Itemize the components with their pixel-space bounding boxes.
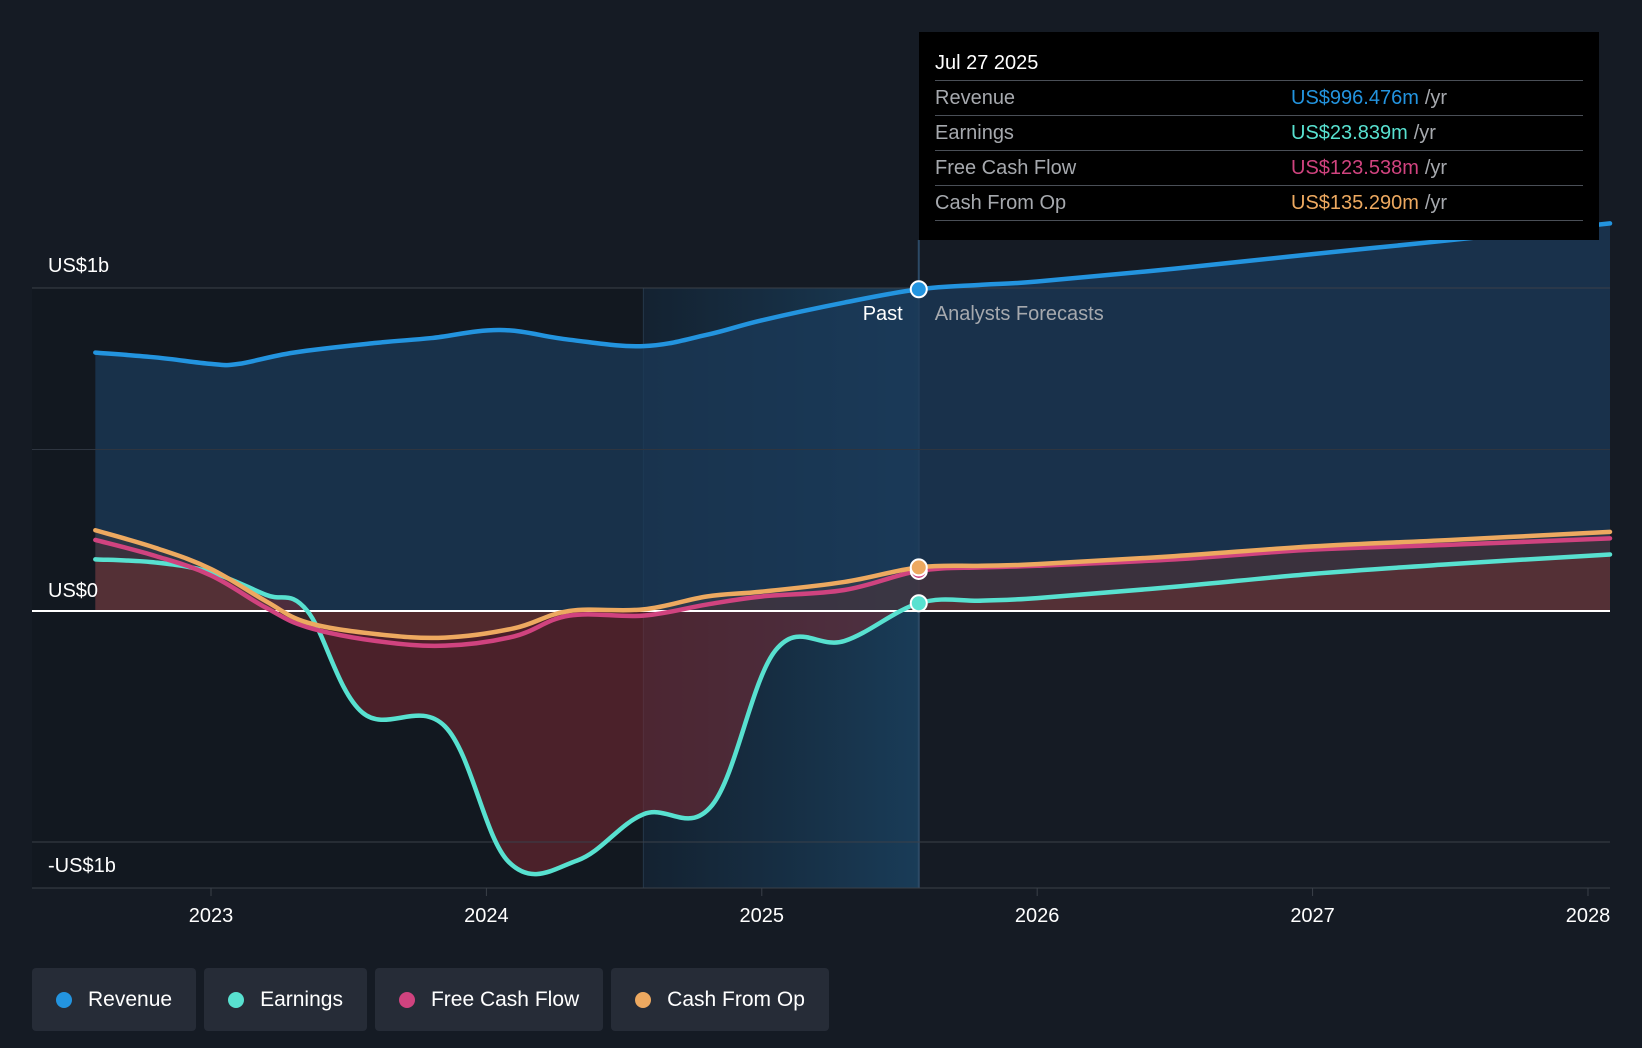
series-marker-earnings [909,594,928,613]
x-tick-label: 2025 [740,905,785,927]
legend-dot-icon [228,991,245,1008]
tooltip-unit: /yr [1424,157,1448,179]
x-tick-label: 2023 [189,905,234,927]
x-tick-label: 2028 [1566,905,1611,927]
legend-dot-icon [635,991,652,1008]
legend-label: Cash From Op [667,987,805,1011]
y-tick-label: -US$1b [48,855,116,877]
tooltip-label: Cash From Op [935,192,1067,214]
legend-dot-icon [56,991,72,1008]
legend-label: Earnings [260,987,343,1011]
tooltip-label: Revenue [935,87,1016,109]
y-tick-label: US$1b [48,255,109,277]
legend: Revenue Earnings Free Cash Flow Cash Fro… [32,968,829,1031]
tooltip-row-earnings: Earnings US$23.839m /yr [935,116,1583,151]
x-tick-label: 2026 [1015,905,1060,927]
tooltip: Jul 27 2025 Revenue US$996.476m /yr Earn… [919,32,1599,240]
tooltip-row-cash-from-op: Cash From Op US$135.290m /yr [935,186,1583,221]
series-line-earnings [93,552,1613,877]
legend-item-cash-from-op[interactable]: Cash From Op [611,968,829,1031]
tooltip-row-revenue: Revenue US$996.476m /yr [935,81,1583,116]
series-area-revenue [95,223,1610,611]
legend-label: Free Cash Flow [430,987,580,1011]
tooltip-label: Free Cash Flow [935,157,1077,179]
x-tick-label: 2027 [1290,905,1335,927]
tooltip-value: US$123.538m [1291,157,1419,179]
past-label: Past [863,303,903,325]
tooltip-value: US$135.290m [1291,192,1419,214]
series-line-free-cash-flow [93,536,1613,649]
legend-item-free-cash-flow[interactable]: Free Cash Flow [374,968,604,1031]
series-line-revenue [93,221,1613,368]
x-tick-label: 2024 [464,905,509,927]
series-line-cash-from-op [93,528,1613,641]
series-area-free-cash-flow [95,538,1610,646]
series-marker-cash-from-op [909,558,928,577]
tooltip-unit: /yr [1413,122,1436,144]
tooltip-value: US$996.476m [1291,87,1419,109]
legend-item-earnings[interactable]: Earnings [204,968,367,1031]
forecast-label: Analysts Forecasts [935,303,1104,325]
tooltip-unit: /yr [1424,192,1448,214]
legend-label: Revenue [88,987,173,1011]
legend-dot-icon [398,991,415,1008]
series-marker-revenue [909,280,928,299]
y-tick-label: US$0 [48,580,98,602]
tooltip-unit: /yr [1424,87,1448,109]
legend-item-revenue[interactable]: Revenue [32,968,197,1031]
tooltip-label: Earnings [935,122,1014,144]
tooltip-date: Jul 27 2025 [935,46,1583,81]
tooltip-row-free-cash-flow: Free Cash Flow US$123.538m /yr [935,151,1583,186]
tooltip-value: US$23.839m [1291,122,1408,144]
